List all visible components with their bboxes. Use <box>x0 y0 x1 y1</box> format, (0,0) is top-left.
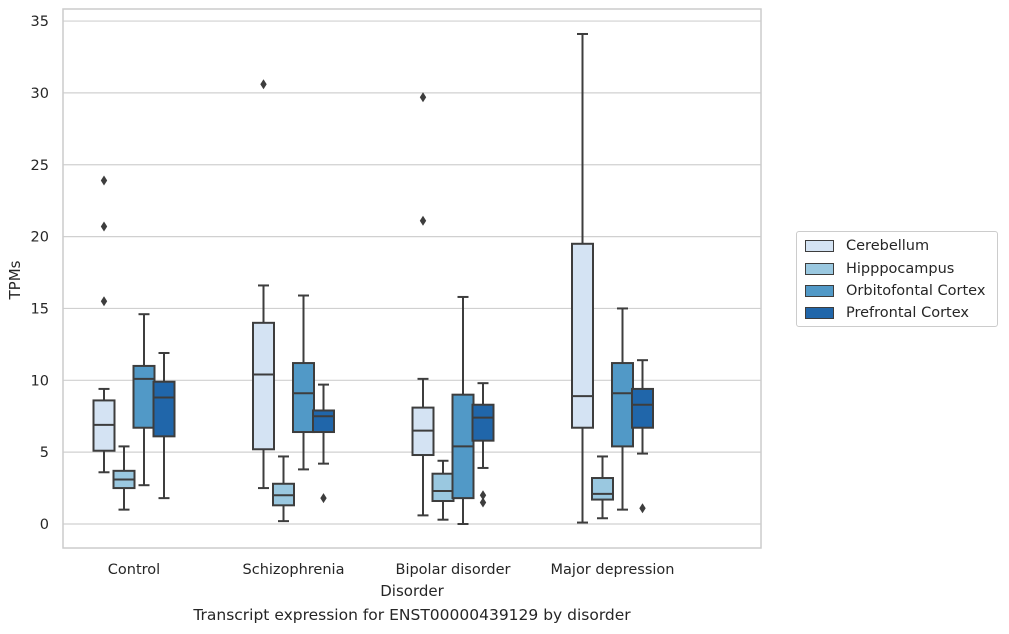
plot-frame <box>62 8 762 549</box>
x-tick-label: Bipolar disorder <box>396 562 511 578</box>
box-iqr <box>471 403 495 442</box>
outlier-point <box>100 221 108 232</box>
legend-item-prefrontal-cortex: Prefrontal Cortex <box>805 304 969 322</box>
box-hipppocampus <box>431 459 455 521</box>
box-prefrontal-cortex <box>152 351 176 500</box>
legend-label: Orbitofontal Cortex <box>846 283 986 299</box>
box-hipppocampus <box>272 455 295 523</box>
legend-swatch-orbitofontal-cortex <box>805 285 834 297</box>
box-hipppocampus <box>591 455 614 520</box>
y-tick-label: 5 <box>40 445 49 461</box>
y-tick-labels: 0 5 10 15 20 25 30 35 <box>31 14 49 533</box>
outlier-point <box>419 92 427 103</box>
chart-caption: Transcript expression for ENST0000043912… <box>193 606 631 624</box>
outlier-point <box>320 493 327 504</box>
box-iqr <box>571 242 594 429</box>
y-tick-label: 15 <box>31 301 49 317</box>
boxes <box>92 32 654 525</box>
outlier-point <box>639 503 646 514</box>
box-orbitofontal-cortex <box>292 294 315 471</box>
legend-swatch-hipppocampus <box>805 263 834 275</box>
outlier-point <box>260 79 267 90</box>
box-iqr <box>132 364 156 429</box>
box-iqr <box>252 321 275 451</box>
box-iqr <box>611 362 634 448</box>
box-iqr <box>312 409 335 434</box>
y-axis-label: TPMs <box>6 260 24 300</box>
box-cerebellum <box>92 175 116 474</box>
box-prefrontal-cortex <box>471 382 495 508</box>
outlier-point <box>479 497 487 508</box>
box-iqr <box>152 380 176 438</box>
box-iqr <box>431 472 455 503</box>
legend-item-hipppocampus: Hipppocampus <box>805 260 954 278</box>
outlier-point <box>479 490 487 501</box>
legend-item-orbitofontal-cortex: Orbitofontal Cortex <box>805 282 985 300</box>
legend: Cerebellum Hipppocampus Orbitofontal Cor… <box>796 231 998 327</box>
legend-label: Prefrontal Cortex <box>846 305 969 321</box>
x-tick-label: Control <box>108 562 160 578</box>
outlier-point <box>100 175 108 186</box>
box-orbitofontal-cortex <box>611 307 634 511</box>
box-prefrontal-cortex <box>631 359 654 514</box>
gridlines <box>63 20 761 525</box>
y-tick-label: 10 <box>31 373 49 389</box>
box-iqr <box>292 362 315 434</box>
box-hipppocampus <box>112 445 136 511</box>
box-iqr <box>631 387 654 429</box>
y-tick-label: 30 <box>31 86 49 102</box>
box-orbitofontal-cortex <box>132 313 156 487</box>
y-tick-label: 35 <box>31 14 49 30</box>
legend-item-cerebellum: Cerebellum <box>805 237 929 255</box>
y-tick-label: 0 <box>40 517 49 533</box>
box-iqr <box>591 477 614 501</box>
x-tick-labels: Control Schizophrenia Bipolar disorder Majo… <box>108 562 675 578</box>
legend-label: Hipppocampus <box>846 261 955 277</box>
box-prefrontal-cortex <box>312 383 335 504</box>
x-tick-label: Schizophrenia <box>243 562 345 578</box>
y-tick-label: 25 <box>31 158 49 174</box>
box-cerebellum <box>411 92 435 517</box>
outlier-point <box>419 215 427 226</box>
legend-label: Cerebellum <box>846 238 930 254</box>
box-cerebellum <box>252 79 275 490</box>
box-cerebellum <box>571 32 594 524</box>
y-tick-label: 20 <box>31 230 49 246</box>
x-axis-label: Disorder <box>380 582 444 600</box>
legend-swatch-cerebellum <box>805 240 834 252</box>
legend-swatch-prefrontal-cortex <box>805 307 834 319</box>
box-orbitofontal-cortex <box>451 295 475 525</box>
x-tick-label: Major depression <box>551 562 675 578</box>
outlier-point <box>100 296 108 307</box>
